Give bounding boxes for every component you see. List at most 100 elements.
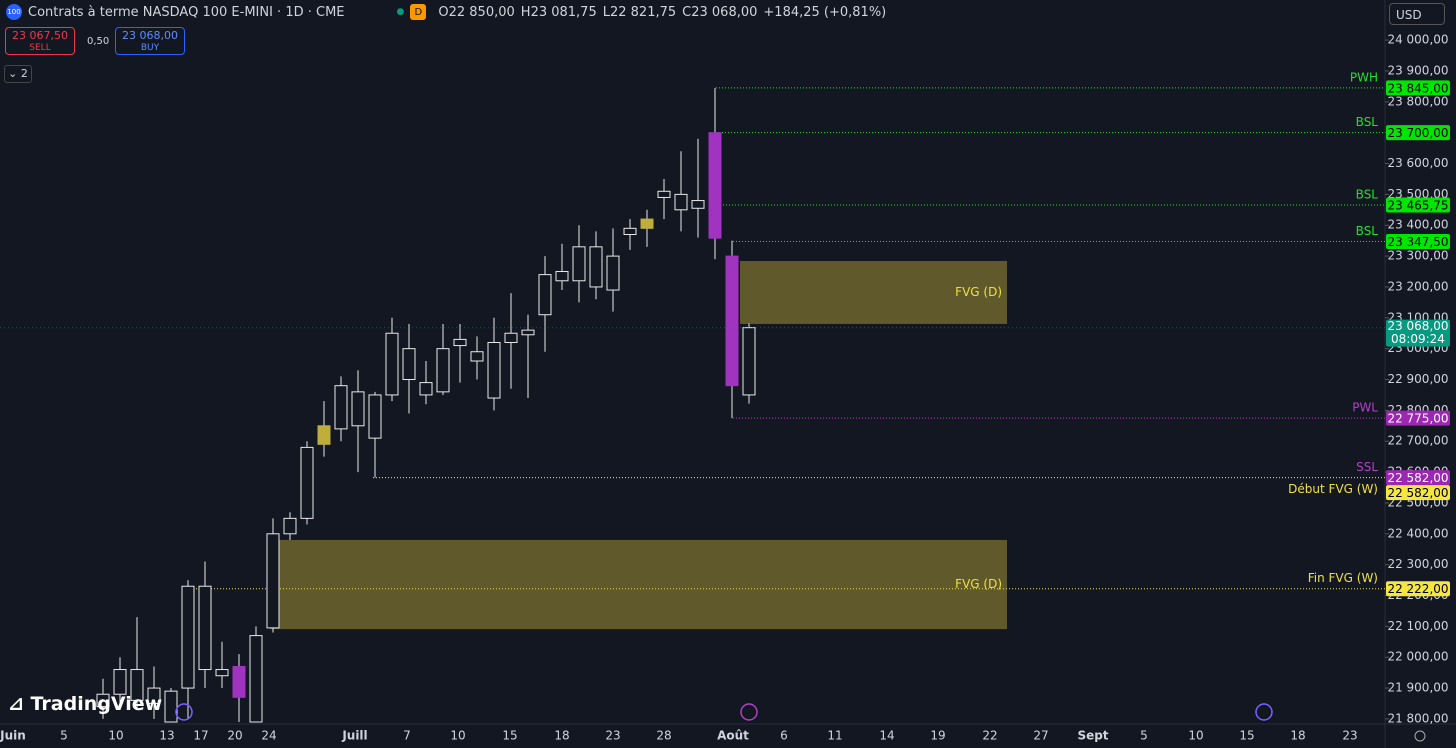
x-tick-label: Juill [341,729,367,743]
indicators-toggle[interactable]: ⌄ 2 [4,65,32,83]
ohlc-value: 22 821,75 [609,4,677,20]
ohlc-key: H [520,4,531,20]
y-tick-label: 23 200,00 [1387,279,1448,293]
ohlc-key: L [602,4,610,20]
x-tick-label: 13 [159,729,174,743]
y-tick-label: 23 600,00 [1387,156,1448,170]
x-tick-label: 5 [1140,729,1148,743]
y-tick-label: 22 700,00 [1387,434,1448,448]
y-tick-label: 23 300,00 [1387,249,1448,263]
price-tag-label: 23 700,00 [1387,126,1448,140]
candle-body [402,348,416,381]
countdown: 08:09:24 [1391,332,1445,346]
buy-button[interactable]: 23 068,00 BUY [115,27,185,55]
last-price-label: 23 068,00 [1387,319,1448,333]
y-tick-label: 23 800,00 [1387,94,1448,108]
x-tick-label: 23 [1342,729,1357,743]
level-name: Début FVG (W) [1288,482,1378,496]
candle-body [708,132,722,239]
candle-body [215,669,229,677]
x-tick-label: 22 [982,729,997,743]
price-tag-label: 22 775,00 [1387,412,1448,426]
candle-body [351,391,365,427]
candle-body [487,341,501,399]
y-tick-label: 21 900,00 [1387,681,1448,695]
brand: ⊿ TradingView [8,693,163,715]
level-name: SSL [1356,460,1378,474]
x-tick-label: 6 [780,729,788,743]
fvg-zone [270,539,1007,630]
price-tag-label: 22 582,00 [1387,486,1448,500]
level-name: Fin FVG (W) [1308,571,1378,585]
y-tick-label: 22 900,00 [1387,372,1448,386]
market-badge: D [410,4,427,20]
level-name: BSL [1356,115,1379,129]
x-tick-label: 15 [1239,729,1254,743]
x-tick-label: 18 [554,729,569,743]
candle-body [504,332,518,343]
candle-body [606,255,620,291]
fvg-zone [740,261,1007,324]
ohlc: O22 850,00 H23 081,75 L22 821,75 C23 068,00 [432,5,757,20]
indicators-count: 2 [20,67,28,80]
last-price-tag [1386,319,1450,347]
symbol-badge: 100 [6,4,22,20]
candle-body [113,669,127,695]
candle-body [470,351,484,362]
symbol-title[interactable]: Contrats à terme NASDAQ 100 E-MINI · 1D … [28,4,345,20]
header: 100 Contrats à terme NASDAQ 100 E-MINI ·… [6,4,887,20]
x-tick-label: 14 [879,729,894,743]
change: +184,25 (+0,81%) [763,4,887,20]
x-tick-label: 17 [193,729,208,743]
price-tag-label: 22 582,00 [1387,471,1448,485]
y-tick-label: 22 100,00 [1387,619,1448,633]
candle-body [249,635,263,723]
price-tag-label: 22 222,00 [1387,582,1448,596]
price-tag [1386,197,1450,213]
x-tick-label: 7 [403,729,411,743]
x-tick-label: 10 [450,729,465,743]
y-tick-label: 23 900,00 [1387,63,1448,77]
x-tick-label: Août [717,729,749,743]
x-tick-label: 23 [605,729,620,743]
candle-body [589,246,603,288]
level-name: BSL [1356,224,1379,238]
price-tag-label: 23 347,50 [1387,235,1448,249]
x-tick-label: 18 [1290,729,1305,743]
fvg-label: FVG (D) [955,285,1002,299]
event-icon [740,703,758,721]
currency-button[interactable]: USD [1389,3,1445,25]
x-tick-label: Sept [1077,729,1108,743]
candle-body [232,665,246,698]
candle-body [538,274,552,316]
y-tick-label: 21 800,00 [1387,711,1448,725]
candle-body [674,193,688,211]
candle-body [691,200,705,209]
x-tick-label: 20 [227,729,242,743]
y-tick-label: 23 500,00 [1387,187,1448,201]
level-name: PWL [1352,401,1378,415]
y-tick-label: 22 000,00 [1387,650,1448,664]
candle-body [521,329,535,336]
candle-body [300,446,314,519]
candle-body [640,218,654,229]
candle-body [198,585,212,671]
sell-button[interactable]: 23 067,50 SELL [5,27,75,55]
candle-body [385,332,399,396]
y-tick-label: 23 400,00 [1387,218,1448,232]
candle-body [147,687,161,704]
candle-body [317,425,331,445]
price-tag [1386,581,1450,597]
x-tick-label: 15 [502,729,517,743]
x-tick-label: 10 [1188,729,1203,743]
candle-body [623,227,637,235]
candle-body [453,338,467,347]
candle-body [657,190,671,198]
spread: 0,50 [87,36,110,47]
candle-body [283,517,297,535]
level-name: PWH [1350,70,1378,84]
sell-label: SELL [29,43,51,53]
price-tag [1386,80,1450,96]
